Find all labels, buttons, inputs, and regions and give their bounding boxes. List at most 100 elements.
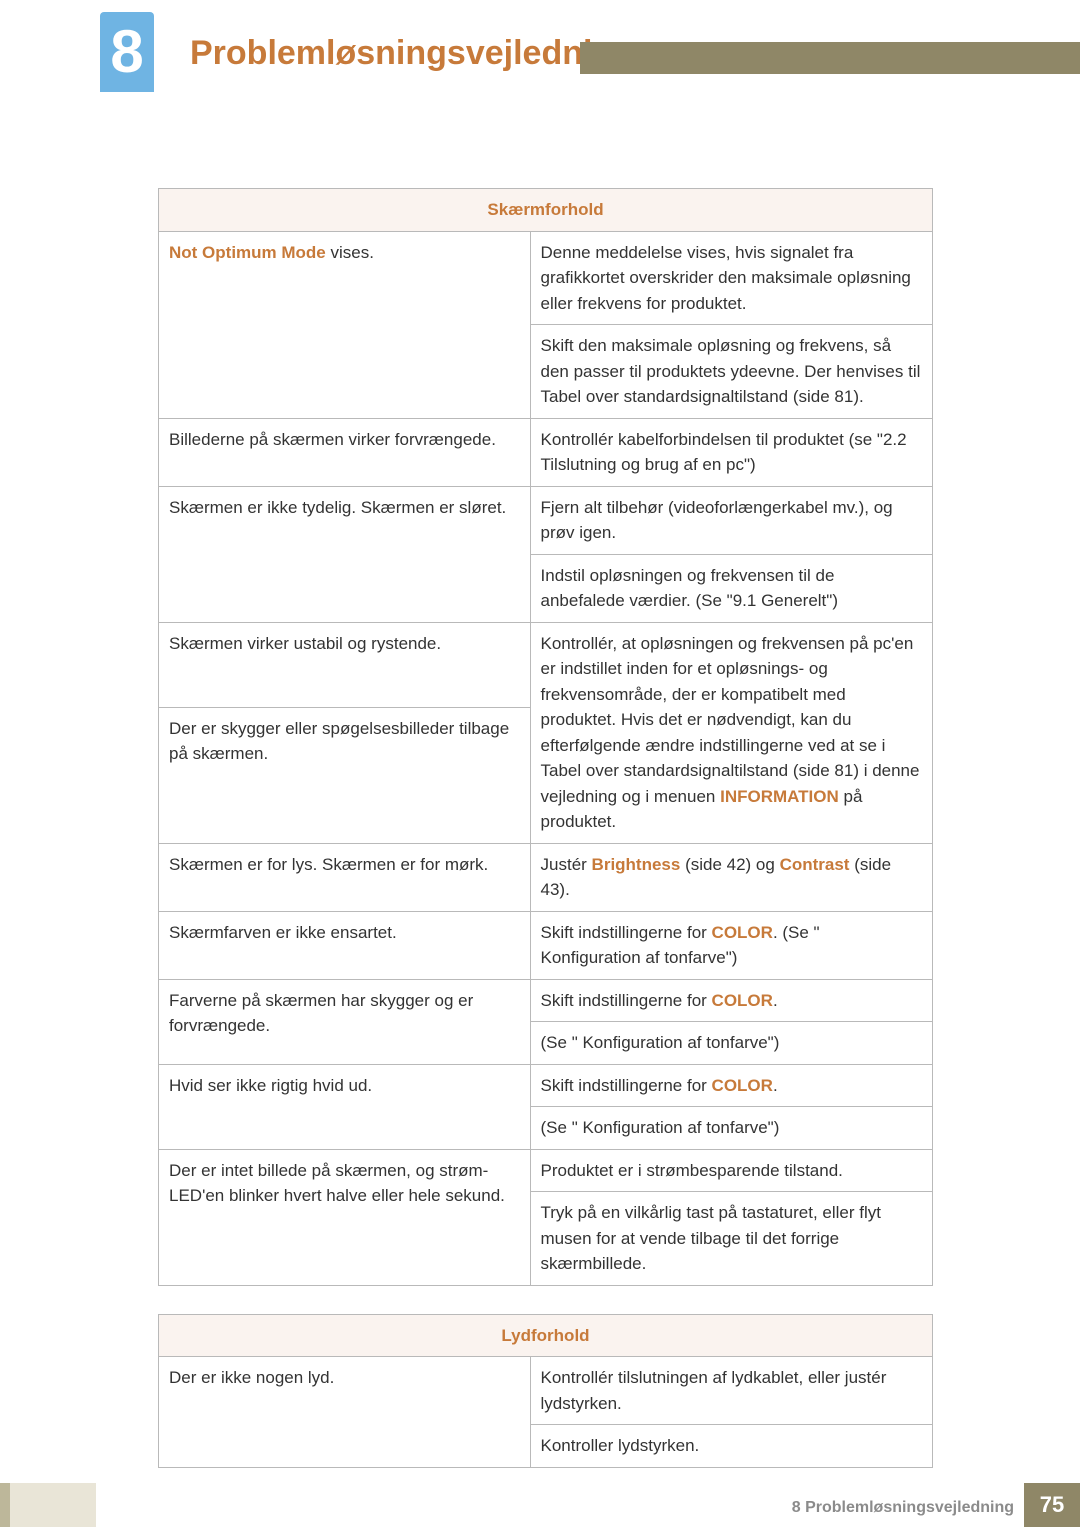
- solution-text-seg: Fjern alt tilbehør (videoforlængerkabel …: [541, 498, 893, 543]
- problem-cell: Skærmen virker ustabil og rystende.: [159, 622, 531, 707]
- problem-text-seg: Der er ikke nogen lyd.: [169, 1368, 334, 1387]
- chapter-number: 8: [110, 22, 143, 82]
- solution-cell: Skift indstillingerne for COLOR.: [530, 1064, 932, 1107]
- footer-breadcrumb: 8 Problemløsningsvejledning: [792, 1499, 1014, 1517]
- problem-cell: Skærmen er ikke tydelig. Skærmen er slør…: [159, 486, 531, 622]
- table-row: Skærmen er for lys. Skærmen er for mørk.…: [159, 843, 933, 911]
- solution-text-seg: COLOR: [712, 1076, 773, 1095]
- footer-left-decor: [0, 1483, 96, 1527]
- solution-text: Fjern alt tilbehør (videoforlængerkabel …: [541, 498, 893, 543]
- problem-text-seg: vises.: [326, 243, 374, 262]
- content-area: Skærmforhold Not Optimum Mode vises. Denne…: [158, 188, 933, 1468]
- table-row: Farverne på skærmen har skygger og er fo…: [159, 979, 933, 1022]
- solution-text-seg: Brightness: [592, 855, 681, 874]
- solution-text: Justér Brightness (side 42) og Contrast …: [541, 855, 892, 900]
- solution-text: Kontrollér tilslutningen af lydkablet, e…: [541, 1368, 887, 1413]
- problem-text: Not Optimum Mode vises.: [169, 243, 374, 262]
- solution-cell: Kontroller lydstyrken.: [530, 1425, 932, 1468]
- solution-text-seg: Produktet er i strømbesparende tilstand.: [541, 1161, 843, 1180]
- table-header: Skærmforhold: [159, 189, 933, 232]
- header-decor-bar: [580, 42, 1080, 74]
- solution-cell: Tryk på en vilkårlig tast på tastaturet,…: [530, 1192, 932, 1286]
- solution-cell: Indstil opløsningen og frekvensen til de…: [530, 554, 932, 622]
- table-row: Billederne på skærmen virker forvrængede…: [159, 418, 933, 486]
- table-header: Lydforhold: [159, 1314, 933, 1357]
- solution-cell: (Se " Konfiguration af tonfarve"): [530, 1022, 932, 1065]
- solution-text-seg: Indstil opløsningen og frekvensen til de…: [541, 566, 838, 611]
- table-row: Skærmen er ikke tydelig. Skærmen er slør…: [159, 486, 933, 554]
- solution-cell: Kontrollér, at opløsningen og frekvensen…: [530, 622, 932, 843]
- table-row: Skærmen virker ustabil og rystende.Kontr…: [159, 622, 933, 707]
- problem-text-seg: Billederne på skærmen virker forvrængede…: [169, 430, 496, 449]
- solution-cell: Skift den maksimale opløsning og frekven…: [530, 325, 932, 419]
- problem-text-seg: Hvid ser ikke rigtig hvid ud.: [169, 1076, 372, 1095]
- table-row: Der er intet billede på skærmen, og strø…: [159, 1149, 933, 1192]
- problem-cell: Der er intet billede på skærmen, og strø…: [159, 1149, 531, 1285]
- problem-text-seg: Skærmen er ikke tydelig. Skærmen er slør…: [169, 498, 506, 517]
- problem-text: Skærmen er for lys. Skærmen er for mørk.: [169, 855, 488, 874]
- solution-text: Tryk på en vilkårlig tast på tastaturet,…: [541, 1203, 881, 1273]
- footer-breadcrumb-prefix: 8: [792, 1499, 805, 1516]
- solution-text: (Se " Konfiguration af tonfarve"): [541, 1118, 780, 1137]
- solution-text: Denne meddelelse vises, hvis signalet fr…: [541, 243, 911, 313]
- troubleshoot-table-skaerm: Skærmforhold Not Optimum Mode vises. Denne…: [158, 188, 933, 1286]
- solution-text: Produktet er i strømbesparende tilstand.: [541, 1161, 843, 1180]
- chapter-title: Problemløsningsvejledning: [190, 34, 634, 73]
- solution-text-seg: Skift indstillingerne for: [541, 991, 712, 1010]
- solution-text-seg: COLOR: [712, 923, 773, 942]
- solution-text-seg: Kontrollér kabelforbindelsen til produkt…: [541, 430, 907, 475]
- problem-text: Der er ikke nogen lyd.: [169, 1368, 334, 1387]
- solution-text-seg: .: [773, 1076, 778, 1095]
- troubleshoot-table-lyd: Lydforhold Der er ikke nogen lyd. Kontroll…: [158, 1314, 933, 1468]
- problem-cell: Hvid ser ikke rigtig hvid ud.: [159, 1064, 531, 1149]
- solution-text-seg: (Se " Konfiguration af tonfarve"): [541, 1118, 780, 1137]
- solution-text-seg: (side 42) og: [680, 855, 779, 874]
- problem-text-seg: Not Optimum Mode: [169, 243, 326, 262]
- problem-text-seg: Farverne på skærmen har skygger og er fo…: [169, 991, 473, 1036]
- solution-cell: (Se " Konfiguration af tonfarve"): [530, 1107, 932, 1150]
- problem-text: Billederne på skærmen virker forvrængede…: [169, 430, 496, 449]
- problem-text-seg: Skærmen er for lys. Skærmen er for mørk.: [169, 855, 488, 874]
- solution-text-seg: Kontrollér, at opløsningen og frekvensen…: [541, 634, 920, 806]
- footer-breadcrumb-title: Problemløsningsvejledning: [805, 1499, 1014, 1516]
- solution-text-seg: Skift indstillingerne for: [541, 923, 712, 942]
- solution-text-seg: Tryk på en vilkårlig tast på tastaturet,…: [541, 1203, 881, 1273]
- problem-cell: Billederne på skærmen virker forvrængede…: [159, 418, 531, 486]
- problem-cell: Skærmen er for lys. Skærmen er for mørk.: [159, 843, 531, 911]
- problem-cell: Farverne på skærmen har skygger og er fo…: [159, 979, 531, 1064]
- problem-cell: Skærmfarven er ikke ensartet.: [159, 911, 531, 979]
- page-footer: 8 Problemløsningsvejledning 75: [0, 1483, 1080, 1527]
- problem-text: Hvid ser ikke rigtig hvid ud.: [169, 1076, 372, 1095]
- problem-cell: Der er ikke nogen lyd.: [159, 1357, 531, 1468]
- problem-cell: Der er skygger eller spøgelsesbilleder t…: [159, 707, 531, 843]
- page-number: 75: [1024, 1483, 1080, 1527]
- problem-text-seg: Skærmen virker ustabil og rystende.: [169, 634, 441, 653]
- table-row: Skærmfarven er ikke ensartet.Skift indst…: [159, 911, 933, 979]
- solution-text: Skift indstillingerne for COLOR.: [541, 1076, 778, 1095]
- table-row: Not Optimum Mode vises. Denne meddelelse …: [159, 231, 933, 325]
- solution-text-seg: Kontroller lydstyrken.: [541, 1436, 700, 1455]
- solution-cell: Produktet er i strømbesparende tilstand.: [530, 1149, 932, 1192]
- solution-text: Skift indstillingerne for COLOR.: [541, 991, 778, 1010]
- solution-cell: Justér Brightness (side 42) og Contrast …: [530, 843, 932, 911]
- solution-cell: Kontrollér kabelforbindelsen til produkt…: [530, 418, 932, 486]
- solution-cell: Denne meddelelse vises, hvis signalet fr…: [530, 231, 932, 325]
- problem-text: Der er intet billede på skærmen, og strø…: [169, 1161, 505, 1206]
- solution-text-seg: Justér: [541, 855, 592, 874]
- solution-text-seg: Denne meddelelse vises, hvis signalet fr…: [541, 243, 911, 313]
- solution-cell: Skift indstillingerne for COLOR. (Se " K…: [530, 911, 932, 979]
- problem-cell: Not Optimum Mode vises.: [159, 231, 531, 418]
- solution-cell: Skift indstillingerne for COLOR.: [530, 979, 932, 1022]
- solution-text: Kontroller lydstyrken.: [541, 1436, 700, 1455]
- solution-text-seg: Kontrollér tilslutningen af lydkablet, e…: [541, 1368, 887, 1413]
- solution-text: Skift indstillingerne for COLOR. (Se " K…: [541, 923, 820, 968]
- solution-text-seg: Skift den maksimale opløsning og frekven…: [541, 336, 921, 406]
- solution-cell: Kontrollér tilslutningen af lydkablet, e…: [530, 1357, 932, 1425]
- solution-text: Indstil opløsningen og frekvensen til de…: [541, 566, 838, 611]
- solution-text-seg: COLOR: [712, 991, 773, 1010]
- problem-text-seg: Der er skygger eller spøgelsesbilleder t…: [169, 719, 509, 764]
- solution-text-seg: .: [773, 991, 778, 1010]
- solution-text-seg: INFORMATION: [720, 787, 839, 806]
- solution-text: Kontrollér kabelforbindelsen til produkt…: [541, 430, 907, 475]
- solution-text: Skift den maksimale opløsning og frekven…: [541, 336, 921, 406]
